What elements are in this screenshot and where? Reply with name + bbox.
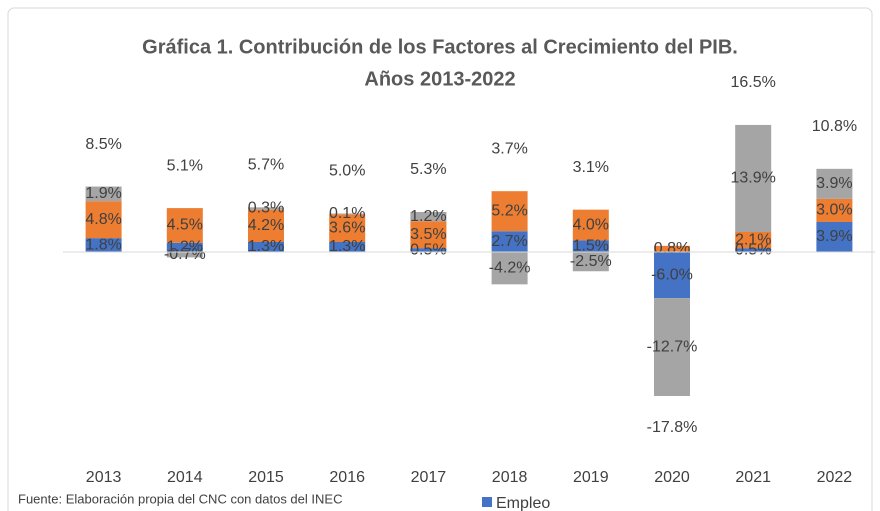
x-tick-label: 2018 (492, 469, 528, 486)
bar-segment (735, 248, 772, 252)
bar-segment (85, 238, 122, 252)
chart-subtitle: Años 2013-2022 (364, 68, 515, 90)
data-label: 4.0% (573, 216, 609, 233)
bar-segment (85, 186, 122, 202)
bar-segment (816, 168, 853, 199)
legend-swatch (482, 497, 492, 507)
data-label: 3.9% (816, 175, 852, 192)
data-label: 5.2% (491, 202, 527, 219)
bar-segment (166, 242, 203, 252)
bar-segment (816, 221, 853, 252)
total-label: 5.3% (410, 161, 446, 178)
data-label: 3.9% (816, 228, 852, 245)
bar-segment (248, 209, 284, 242)
bar-segment (166, 208, 203, 243)
total-label: 5.1% (167, 157, 203, 174)
total-label: 3.1% (573, 159, 609, 176)
x-tick-label: 2014 (167, 469, 203, 486)
data-label: 1.9% (85, 185, 121, 202)
bar-segment (654, 298, 690, 396)
bar-segment (410, 211, 447, 222)
x-tick-label: 2021 (735, 469, 771, 486)
data-label: -2.5% (570, 253, 612, 270)
data-label: -6.0% (651, 266, 693, 283)
bar-segment (735, 231, 772, 249)
bar-segment (329, 214, 366, 242)
x-tick-label: 2013 (86, 469, 122, 486)
x-tick-label: 2017 (411, 469, 447, 486)
bar-segment (410, 248, 447, 252)
bar-segment (491, 252, 528, 285)
bar-segment (735, 124, 772, 232)
chart-title: Gráfica 1. Contribución de los Factores … (142, 36, 738, 58)
x-tick-label: 2022 (817, 469, 853, 486)
data-label: 3.6% (329, 219, 365, 236)
data-label: 4.2% (248, 217, 284, 234)
legend-label: Empleo (496, 495, 550, 511)
total-label: 5.7% (248, 157, 284, 174)
x-tick-label: 2015 (248, 469, 284, 486)
data-label: 13.9% (731, 170, 776, 187)
bar-segment (248, 207, 284, 210)
data-label: 0.5% (410, 241, 446, 258)
data-label: 1.8% (85, 236, 121, 253)
data-label: 0.8% (654, 240, 690, 257)
data-label: 4.5% (167, 217, 203, 234)
data-label: -0.7% (164, 246, 206, 263)
total-label: -17.8% (647, 419, 698, 436)
total-label: 3.7% (491, 140, 527, 157)
bar-segment (166, 252, 203, 258)
bar-segment (248, 241, 284, 252)
total-label: 5.0% (329, 163, 365, 180)
bar-segment (654, 252, 690, 299)
x-tick-label: 2019 (573, 469, 609, 486)
bar-segment (572, 240, 609, 252)
data-label: 0.5% (735, 241, 771, 258)
data-label: -4.2% (489, 259, 531, 276)
bar-segment (654, 245, 690, 252)
bar-segment (491, 191, 528, 232)
source-note: Fuente: Elaboración propia del CNC con d… (18, 491, 342, 506)
data-label: 2.7% (491, 233, 527, 250)
data-label: 1.5% (573, 237, 609, 254)
data-label: -12.7% (647, 338, 698, 355)
bar-segment (572, 209, 609, 241)
data-label: 2.1% (735, 231, 771, 248)
x-tick-label: 2016 (329, 469, 365, 486)
data-label: 1.3% (329, 238, 365, 255)
data-label: 1.3% (248, 238, 284, 255)
data-label: 3.0% (816, 202, 852, 219)
bar-segment (491, 231, 528, 252)
bar-segment (329, 213, 366, 215)
total-label: 16.5% (731, 74, 776, 91)
data-label: 3.5% (410, 226, 446, 243)
total-label: 10.8% (812, 118, 857, 135)
bar-segment (329, 241, 366, 252)
data-label: 0.3% (248, 200, 284, 217)
total-label: 8.5% (85, 136, 121, 153)
bar-segment (816, 198, 853, 222)
bar-segment (572, 252, 609, 272)
bar-segment (410, 221, 447, 249)
bar-segment (85, 201, 122, 239)
data-label: 4.8% (85, 211, 121, 228)
data-label: 1.2% (410, 208, 446, 225)
x-tick-label: 2020 (654, 469, 690, 486)
data-label: 1.2% (167, 239, 203, 256)
data-label: 0.1% (329, 205, 365, 222)
